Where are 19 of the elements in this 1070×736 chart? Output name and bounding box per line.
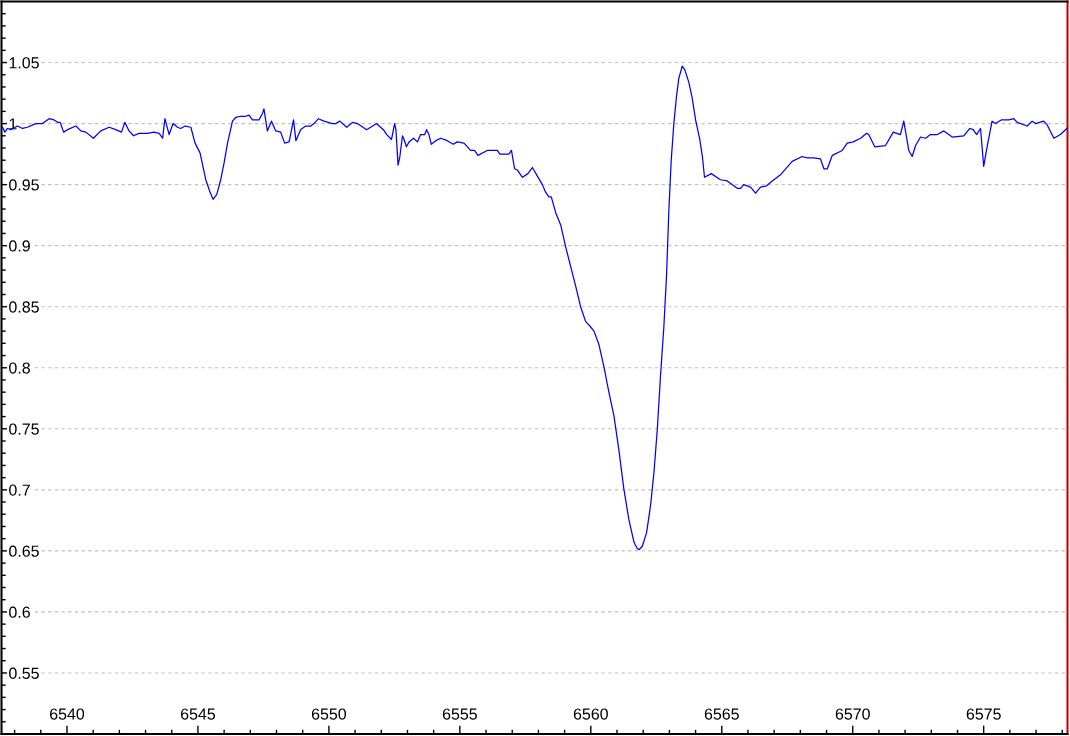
x-tick-label: 6550 xyxy=(311,708,347,720)
x-tick-label: 6575 xyxy=(966,708,1001,720)
x-tick-label: 6545 xyxy=(180,708,216,720)
y-tick-label: 0.75 xyxy=(9,423,39,435)
y-tick-label: 0.6 xyxy=(9,606,30,618)
x-tick-label: 6565 xyxy=(704,708,739,720)
x-tick-label: 6555 xyxy=(442,708,477,720)
x-tick-label: 6540 xyxy=(50,708,85,720)
x-tick-label: 6570 xyxy=(835,708,870,720)
y-tick-label: 0.55 xyxy=(9,667,39,679)
y-tick-label: 0.95 xyxy=(9,179,39,191)
y-tick-label: 0.85 xyxy=(9,301,39,313)
y-tick-label: 0.7 xyxy=(9,484,30,496)
x-tick-label: 6560 xyxy=(573,708,608,720)
y-tick-label: 1.05 xyxy=(9,57,39,69)
y-tick-label: 0.65 xyxy=(9,545,39,557)
y-tick-label: 0.9 xyxy=(9,240,30,252)
y-tick-label: 1 xyxy=(9,118,17,130)
y-tick-label: 0.8 xyxy=(9,362,30,374)
